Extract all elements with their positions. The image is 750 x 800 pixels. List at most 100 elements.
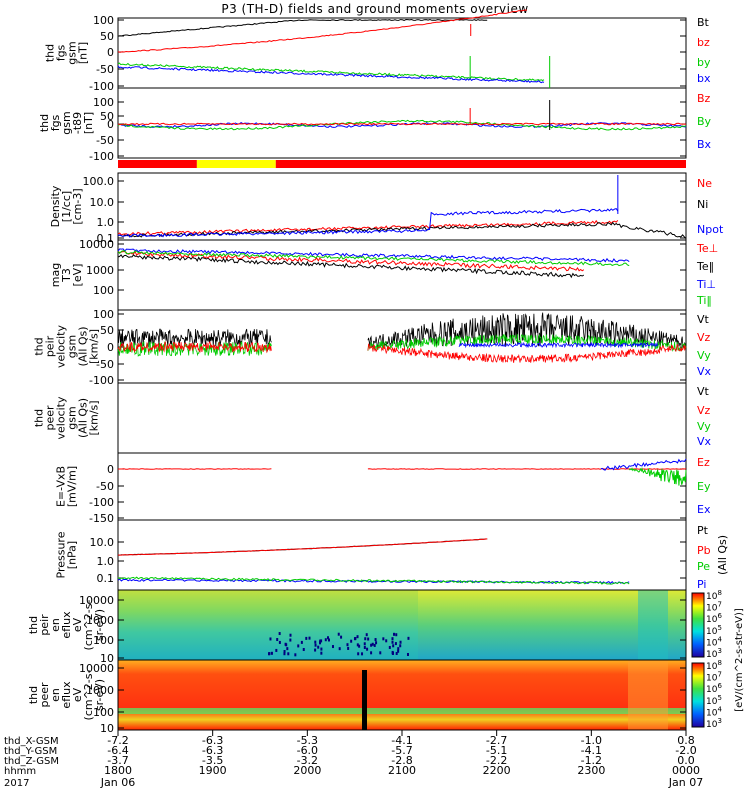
legend-temp: Te‖ [696, 260, 714, 273]
ylabel-line: fgs [55, 44, 68, 61]
legend-temp: Ti‖ [696, 294, 712, 307]
legend-peer_vel: Vt [697, 385, 710, 398]
legend-peir_vel: Vt [697, 313, 710, 326]
legend-peer_vel: Vx [697, 435, 712, 448]
spectrogram-dot [356, 635, 359, 639]
x-tick-label: 0.0 [677, 754, 695, 767]
colorbar-tick-label: 104 [706, 705, 722, 718]
fgs_gsm-tick-label: -100 [89, 80, 114, 93]
x-tick-label: -1.2 [581, 754, 602, 767]
legend-fgs_gsm: bz [697, 36, 710, 49]
ylabel-line: velocity [55, 325, 68, 368]
series-vz [117, 340, 272, 354]
spectrogram-dot [283, 650, 286, 654]
spectrogram-dot [391, 637, 394, 641]
spectrogram-dot [338, 647, 341, 651]
fgs_gsm-tick-label: 50 [100, 30, 114, 43]
spectrogram-dot [302, 648, 305, 652]
ylabel-line: eV [71, 617, 84, 632]
x-tick-label: 1900 [199, 764, 227, 777]
spectrogram-dot [374, 638, 377, 642]
legend-peer_vel: Vz [697, 404, 711, 417]
ylabel-line: [cm-3] [71, 188, 84, 224]
spectrogram-dot [367, 637, 370, 641]
pressure-frame [117, 519, 687, 591]
spectrogram-dot [287, 652, 290, 656]
time-row-label: thd_Z-GSM [4, 756, 59, 767]
peer_eflux-tick-label: 1000 [86, 684, 114, 697]
spectrogram-dot [370, 643, 373, 647]
x-tick-label: 1800 [104, 764, 132, 777]
ylabel-line: thd [33, 409, 46, 427]
efield-tick-label: 0 [107, 463, 114, 476]
fgs_gsm-tick-label: 100 [93, 14, 114, 27]
legend-efield: Ez [697, 456, 710, 469]
series-bx [117, 65, 545, 84]
spectrogram-dot [399, 644, 402, 648]
efield-ylabel: E=-VxB[mV/m] [55, 466, 79, 507]
spectrogram-dot [294, 653, 297, 657]
spectrogram-dot [363, 645, 366, 649]
colorbar-tick-label: 105 [706, 694, 722, 707]
x-tick-label: -5.1 [486, 744, 507, 757]
efield-tick-label: -50 [96, 480, 114, 493]
efield-tick-label: -150 [89, 512, 114, 525]
ylabel-line: thd [38, 114, 51, 132]
spectrogram-region [628, 660, 668, 730]
series-npot [117, 208, 619, 238]
colorbar [691, 662, 705, 728]
spectrogram-dot [365, 633, 368, 637]
fgs_gsm_dc-tick-label: 100 [93, 96, 114, 109]
ylabel-line: thd [33, 337, 46, 355]
series-bz-dc [117, 122, 687, 126]
ylabel-line: peir [44, 335, 57, 357]
ylabel-line: peer [44, 405, 57, 431]
spectrogram-dot [270, 651, 273, 655]
x-tick-label: -4.1 [581, 744, 602, 757]
ylabel-line: [mV/m] [66, 466, 79, 507]
legend-temp: Te⊥ [696, 242, 718, 255]
spectrogram-dot [366, 647, 369, 651]
fgs_gsm_dc-tick-label: -100 [89, 150, 114, 163]
spectrogram-dot [268, 652, 271, 656]
ylabel-line: eflux [60, 611, 73, 639]
legend-fgs_gsm_dc: Bz [697, 92, 711, 105]
spectrogram-dot [314, 640, 317, 644]
spectrogram-dot [399, 640, 402, 644]
fgs_gsm_dc-frame [117, 87, 687, 159]
spectrogram-dot [324, 638, 327, 642]
spectrogram-dot [269, 637, 272, 641]
spectrogram-dot [371, 642, 374, 646]
series-bz [117, 9, 527, 53]
mode-bar-segment [275, 160, 686, 168]
x-tick-label: Jan 07 [668, 776, 703, 789]
spectrogram-dot [358, 644, 361, 648]
spectrogram-dot [392, 644, 395, 648]
colorbar-tick-label: 104 [706, 635, 722, 648]
x-tick-label: -6.3 [202, 744, 223, 757]
spectrogram-dot [340, 635, 343, 639]
ylabel-line: [nT] [77, 42, 90, 64]
peir_eflux-tick-label: 10 [100, 652, 114, 665]
ylabel-line: peir [38, 614, 51, 636]
temp-frame [117, 239, 687, 311]
spectrogram-dot [354, 637, 357, 641]
colorbar-label: [eV/(cm^2-s-str-eV)] [734, 608, 745, 712]
ylabel-line: (All Qs) [77, 398, 90, 438]
ylabel-line: (All Qs) [77, 326, 90, 366]
ylabel-line: [km/s] [88, 400, 101, 435]
series-pt [118, 538, 488, 556]
spectrogram-dot [397, 647, 400, 651]
temp-tick-label: 1000 [86, 264, 114, 277]
ylabel-line: thd [27, 616, 40, 634]
time-row-label: thd_Y-GSM [4, 746, 57, 757]
spectrogram-dot [289, 633, 292, 637]
spectrogram-region [638, 590, 668, 660]
series-vz [367, 343, 687, 363]
legend-efield: Ey [697, 480, 711, 493]
series-ey [628, 467, 687, 486]
x-tick-label: 2000 [293, 764, 321, 777]
x-tick-label: 2300 [577, 764, 605, 777]
